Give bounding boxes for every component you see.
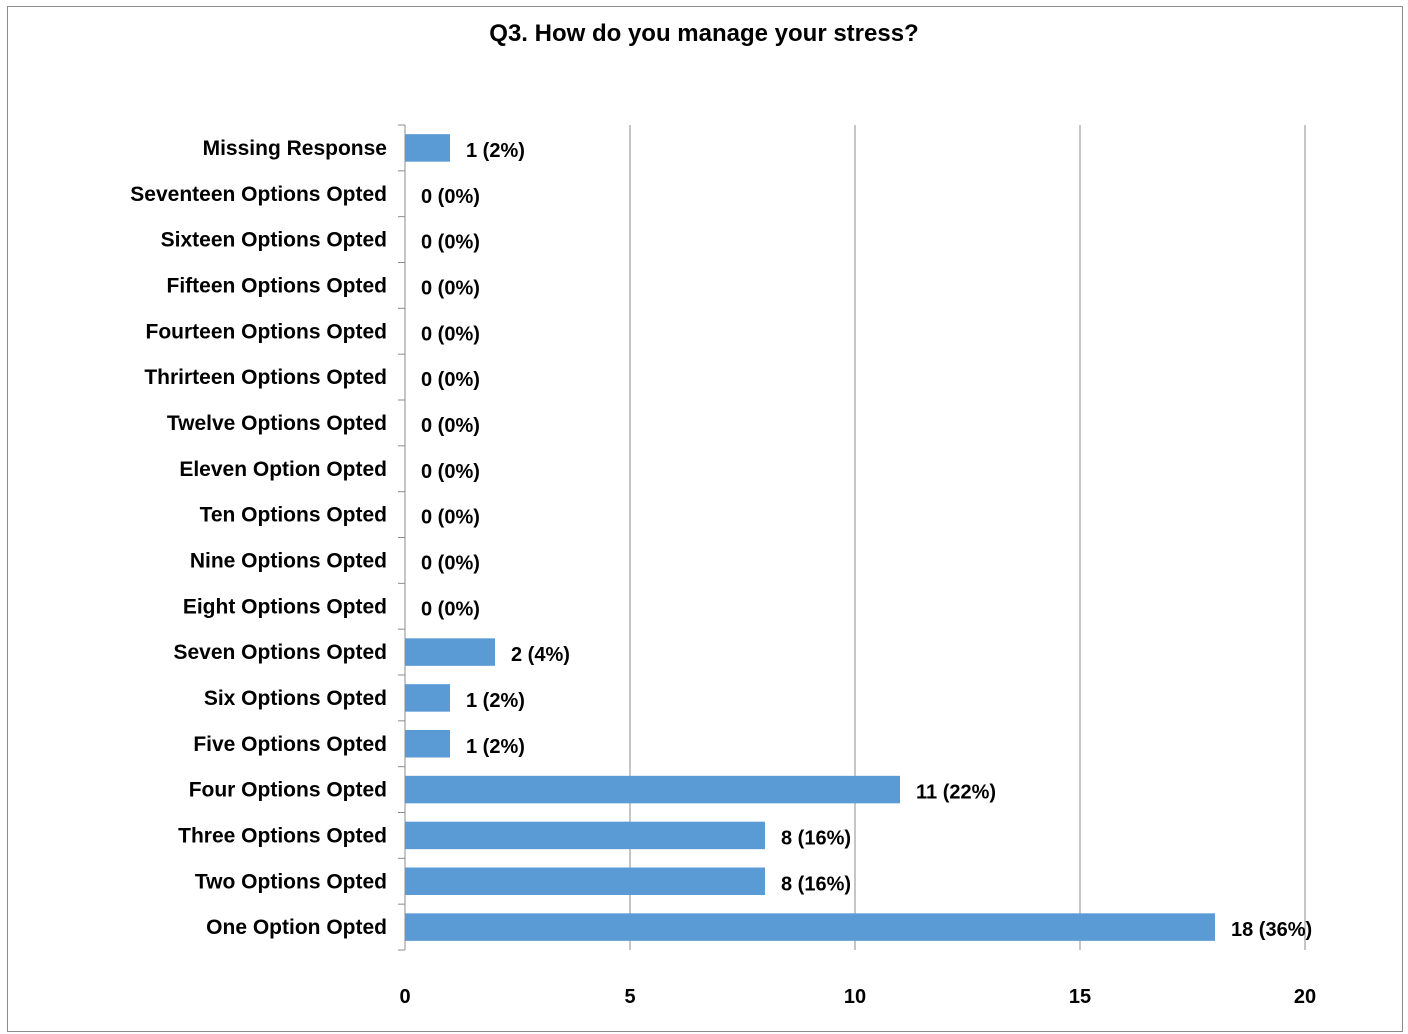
data-label: 8 (16%) xyxy=(781,827,851,849)
labels: 0 5 10 15 20 Missing Response 1 (2%) Seventeen … xyxy=(130,137,1316,1008)
bar xyxy=(405,134,450,162)
data-label: 11 (22%) xyxy=(916,782,996,804)
category-label: One Option Opted xyxy=(206,916,387,939)
category-label: Missing Response xyxy=(203,137,387,160)
data-label: 0 (0%) xyxy=(421,232,480,254)
bar xyxy=(405,775,900,804)
x-tick-label: 15 xyxy=(1069,986,1091,1008)
data-label: 0 (0%) xyxy=(421,186,480,208)
chart-title: Q3. How do you manage your stress? xyxy=(489,20,919,47)
bar xyxy=(405,867,765,895)
category-label: Two Options Opted xyxy=(195,870,387,893)
data-label: 1 (2%) xyxy=(466,140,525,162)
axes xyxy=(398,124,406,951)
bar xyxy=(405,638,495,666)
data-label: 18 (36%) xyxy=(1231,919,1312,941)
data-label: 0 (0%) xyxy=(421,552,480,574)
x-tick-label: 0 xyxy=(399,986,410,1008)
bars xyxy=(405,134,1215,941)
category-label: Ten Options Opted xyxy=(200,504,387,527)
category-label: Fifteen Options Opted xyxy=(167,274,388,297)
data-label: 0 (0%) xyxy=(421,369,480,391)
x-tick-label: 20 xyxy=(1294,986,1316,1008)
bar xyxy=(405,730,450,758)
category-label: Five Options Opted xyxy=(193,733,387,756)
x-tick-label: 10 xyxy=(844,986,866,1008)
data-label: 0 (0%) xyxy=(421,461,480,483)
category-label: Eleven Option Opted xyxy=(179,458,387,481)
category-label: Seventeen Options Opted xyxy=(130,183,387,206)
data-label: 2 (4%) xyxy=(511,644,570,666)
category-label: Eight Options Opted xyxy=(183,595,387,618)
data-label: 1 (2%) xyxy=(466,736,525,758)
category-label: Nine Options Opted xyxy=(190,549,387,572)
data-label: 0 (0%) xyxy=(421,598,480,620)
category-label: Six Options Opted xyxy=(204,687,387,710)
bar xyxy=(405,684,450,712)
x-tick-label: 5 xyxy=(624,986,635,1008)
data-label: 0 (0%) xyxy=(421,277,480,299)
category-label: Sixteen Options Opted xyxy=(161,229,387,252)
chart-frame xyxy=(7,6,1403,1032)
data-label: 0 (0%) xyxy=(421,323,480,345)
data-label: 1 (2%) xyxy=(466,690,525,712)
data-label: 0 (0%) xyxy=(421,507,480,529)
gridlines xyxy=(629,125,1306,950)
category-label: Three Options Opted xyxy=(178,824,387,847)
category-label: Twelve Options Opted xyxy=(167,412,387,435)
category-label: Fourteen Options Opted xyxy=(146,320,388,343)
data-label: 8 (16%) xyxy=(781,873,851,895)
category-label: Thrirteen Options Opted xyxy=(144,366,387,389)
bar xyxy=(405,821,765,850)
data-label: 0 (0%) xyxy=(421,415,480,437)
bar xyxy=(405,913,1215,941)
category-label: Four Options Opted xyxy=(189,779,387,802)
category-label: Seven Options Opted xyxy=(173,641,387,664)
